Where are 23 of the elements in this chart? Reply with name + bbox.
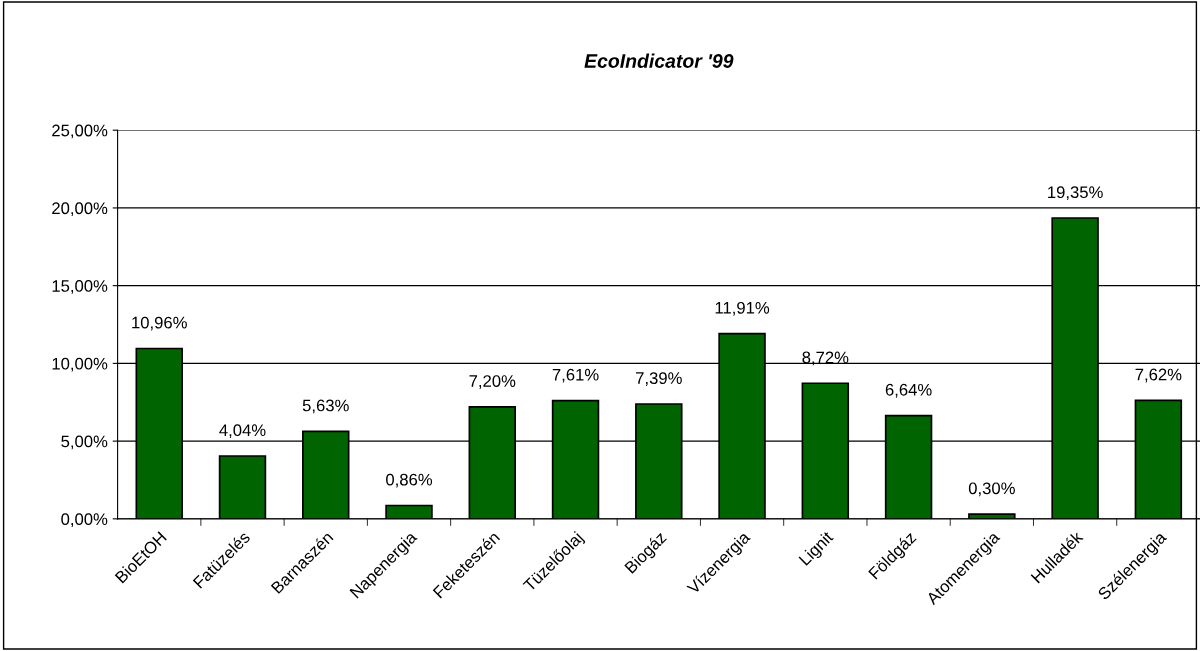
data-label: 11,91% (715, 301, 770, 316)
y-tick-label: 0,00% (61, 513, 108, 528)
y-tick-label: 20,00% (52, 202, 108, 217)
bar (385, 504, 433, 519)
data-label: 8,72% (802, 351, 849, 366)
data-label: 4,04% (219, 424, 266, 439)
bar (968, 513, 1016, 519)
chart-title: EcoIndicator '99 (584, 53, 734, 68)
y-tick-label: 15,00% (52, 280, 108, 294)
data-label: 19,35% (1048, 186, 1103, 201)
y-tick-label: 10,00% (52, 357, 108, 372)
y-tick-label: 5,00% (61, 435, 108, 450)
bar (218, 455, 267, 519)
y-tick-label: 25,00% (52, 124, 108, 139)
data-label: 7,39% (636, 372, 682, 386)
data-label: 0,30% (968, 482, 1015, 497)
data-label: 6,64% (885, 383, 932, 398)
data-label: 10,96% (132, 316, 187, 331)
data-label: 5,63% (302, 399, 349, 414)
data-label: 0,86% (386, 473, 433, 488)
data-label: 7,61% (552, 368, 599, 383)
data-label: 7,62% (1135, 368, 1182, 383)
data-label: 7,20% (469, 375, 516, 389)
